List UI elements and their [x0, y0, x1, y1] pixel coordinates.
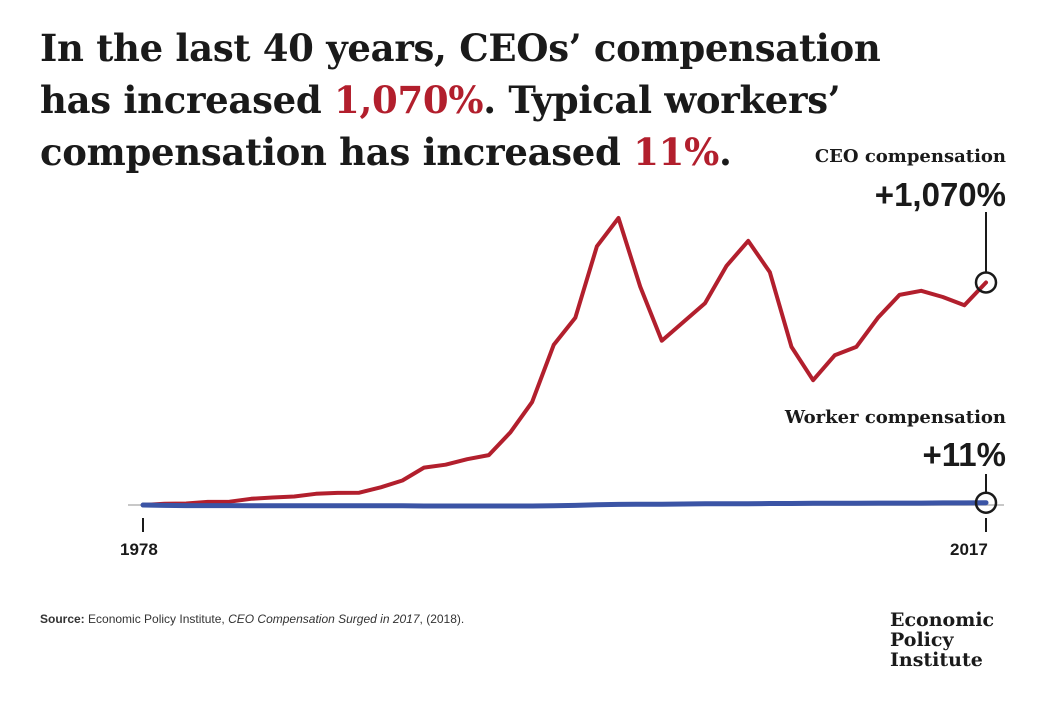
source-suffix: , (2018).	[419, 612, 465, 626]
source-text: Economic Policy Institute,	[84, 612, 229, 626]
logo-line-1: Economic	[890, 609, 995, 631]
logo-line-2: Policy	[890, 629, 954, 651]
worker-end-marker	[974, 491, 998, 514]
ceo-series-line	[141, 216, 988, 507]
headline-text-1: In the last 40 years, CEOs’ compensation…	[40, 26, 881, 122]
source-note: Source: Economic Policy Institute, CEO C…	[40, 612, 464, 626]
headline-text-2: . Typical workers’ compensation has incr…	[40, 78, 841, 174]
worker-series-label: Worker compensation	[784, 407, 1006, 428]
headline-ceo-pct: 1,070%	[334, 78, 484, 122]
epi-logo: Economic Policy Institute	[890, 610, 994, 670]
x-axis-start-label: 1978	[120, 540, 158, 559]
source-prefix: Source:	[40, 612, 85, 626]
ceo-series-value: +1,070%	[874, 176, 1006, 213]
headline-text-3: .	[718, 130, 732, 174]
headline: In the last 40 years, CEOs’ compensation…	[40, 22, 940, 178]
worker-series-line	[140, 500, 989, 509]
worker-series-value: +11%	[922, 436, 1007, 473]
ceo-end-marker	[974, 271, 998, 294]
logo-line-3: Institute	[890, 649, 983, 671]
headline-worker-pct: 11%	[633, 130, 719, 174]
ceo-series-label: CEO compensation	[814, 146, 1006, 167]
source-title: CEO Compensation Surged in 2017	[228, 612, 420, 626]
x-axis-end-label: 2017	[950, 540, 988, 559]
